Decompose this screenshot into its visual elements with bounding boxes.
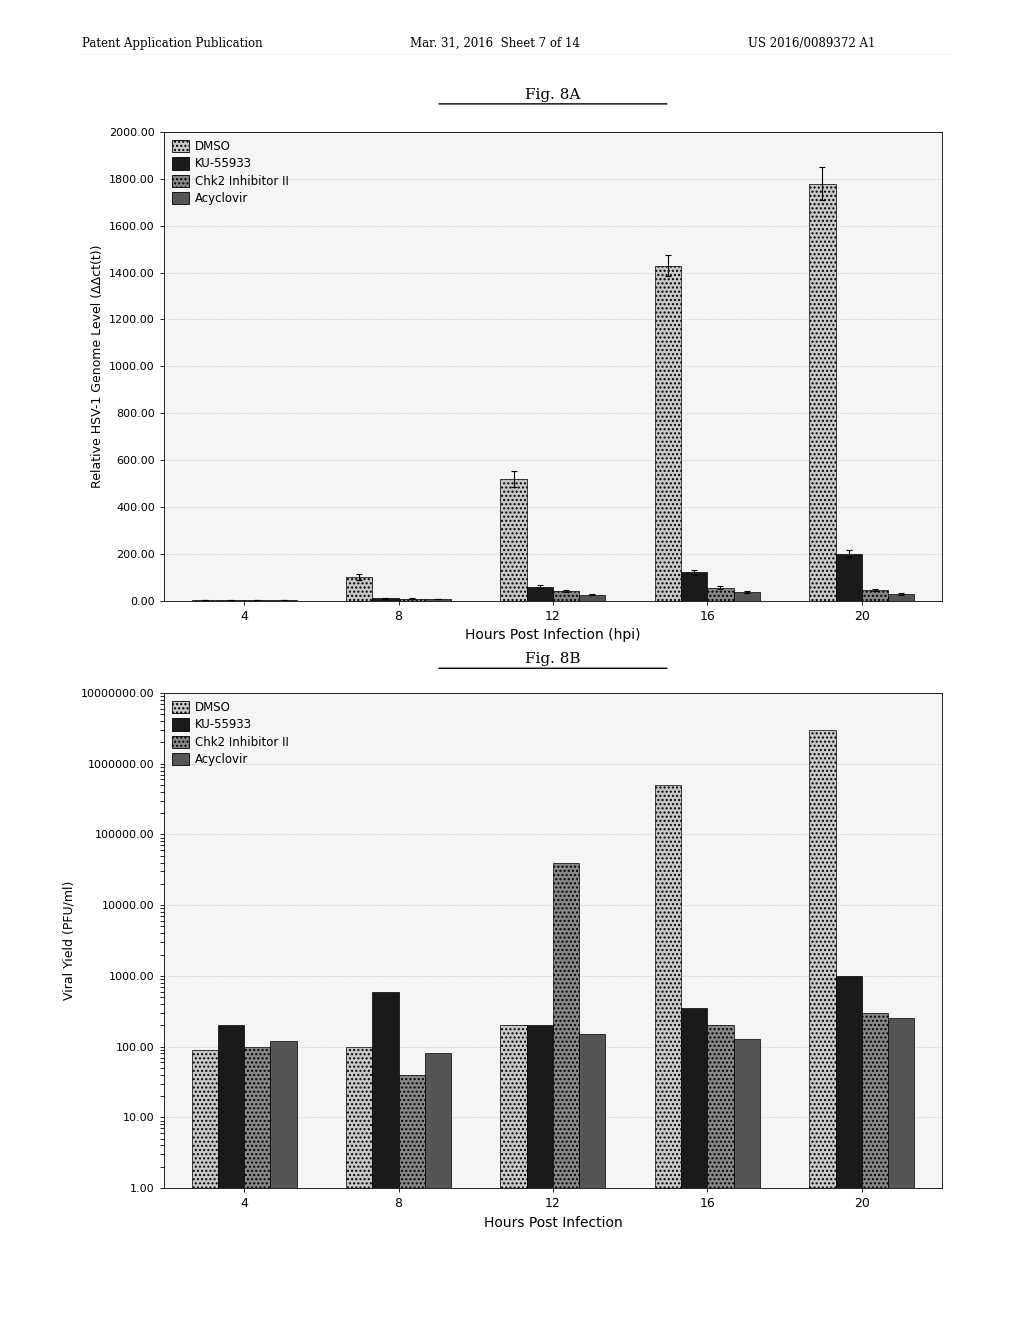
Bar (681, 1008, 708, 1320)
Bar (373, 598, 398, 601)
Text: Mar. 31, 2016  Sheet 7 of 14: Mar. 31, 2016 Sheet 7 of 14 (410, 37, 580, 50)
Bar (708, 587, 733, 601)
Bar (708, 1026, 733, 1320)
Bar (425, 599, 451, 601)
Bar (398, 1074, 425, 1320)
Bar (888, 1019, 914, 1320)
Bar (501, 479, 526, 601)
X-axis label: Hours Post Infection: Hours Post Infection (483, 1216, 623, 1230)
Bar (346, 1047, 373, 1320)
Bar (681, 573, 708, 601)
Bar (809, 730, 836, 1320)
Text: Patent Application Publication: Patent Application Publication (82, 37, 262, 50)
Bar (888, 594, 914, 601)
Bar (501, 1026, 526, 1320)
Bar (526, 1026, 553, 1320)
Text: Fig. 8A: Fig. 8A (525, 87, 581, 102)
Bar (862, 1012, 888, 1320)
Bar (655, 785, 681, 1320)
Bar (553, 591, 580, 601)
Bar (270, 1041, 297, 1320)
Bar (580, 1034, 605, 1320)
Bar (862, 590, 888, 601)
Bar (733, 593, 760, 601)
Bar (244, 1047, 270, 1320)
Bar (191, 1049, 218, 1320)
Text: Fig. 8B: Fig. 8B (525, 652, 581, 665)
Bar (809, 183, 836, 601)
Bar (553, 862, 580, 1320)
Bar (526, 586, 553, 601)
Bar (733, 1039, 760, 1320)
Bar (398, 599, 425, 601)
Legend: DMSO, KU-55933, Chk2 Inhibitor II, Acyclovir: DMSO, KU-55933, Chk2 Inhibitor II, Acycl… (170, 137, 291, 207)
Y-axis label: Relative HSV-1 Genome Level (ΔΔct(t)): Relative HSV-1 Genome Level (ΔΔct(t)) (90, 244, 103, 488)
Bar (655, 265, 681, 601)
Legend: DMSO, KU-55933, Chk2 Inhibitor II, Acyclovir: DMSO, KU-55933, Chk2 Inhibitor II, Acycl… (170, 698, 291, 768)
X-axis label: Hours Post Infection (hpi): Hours Post Infection (hpi) (465, 628, 641, 643)
Bar (373, 991, 398, 1320)
Bar (346, 577, 373, 601)
Bar (836, 553, 862, 601)
Bar (425, 1053, 451, 1320)
Y-axis label: Viral Yield (PFU/ml): Viral Yield (PFU/ml) (62, 880, 76, 1001)
Bar (836, 975, 862, 1320)
Text: US 2016/0089372 A1: US 2016/0089372 A1 (748, 37, 874, 50)
Bar (218, 1026, 244, 1320)
Bar (580, 595, 605, 601)
